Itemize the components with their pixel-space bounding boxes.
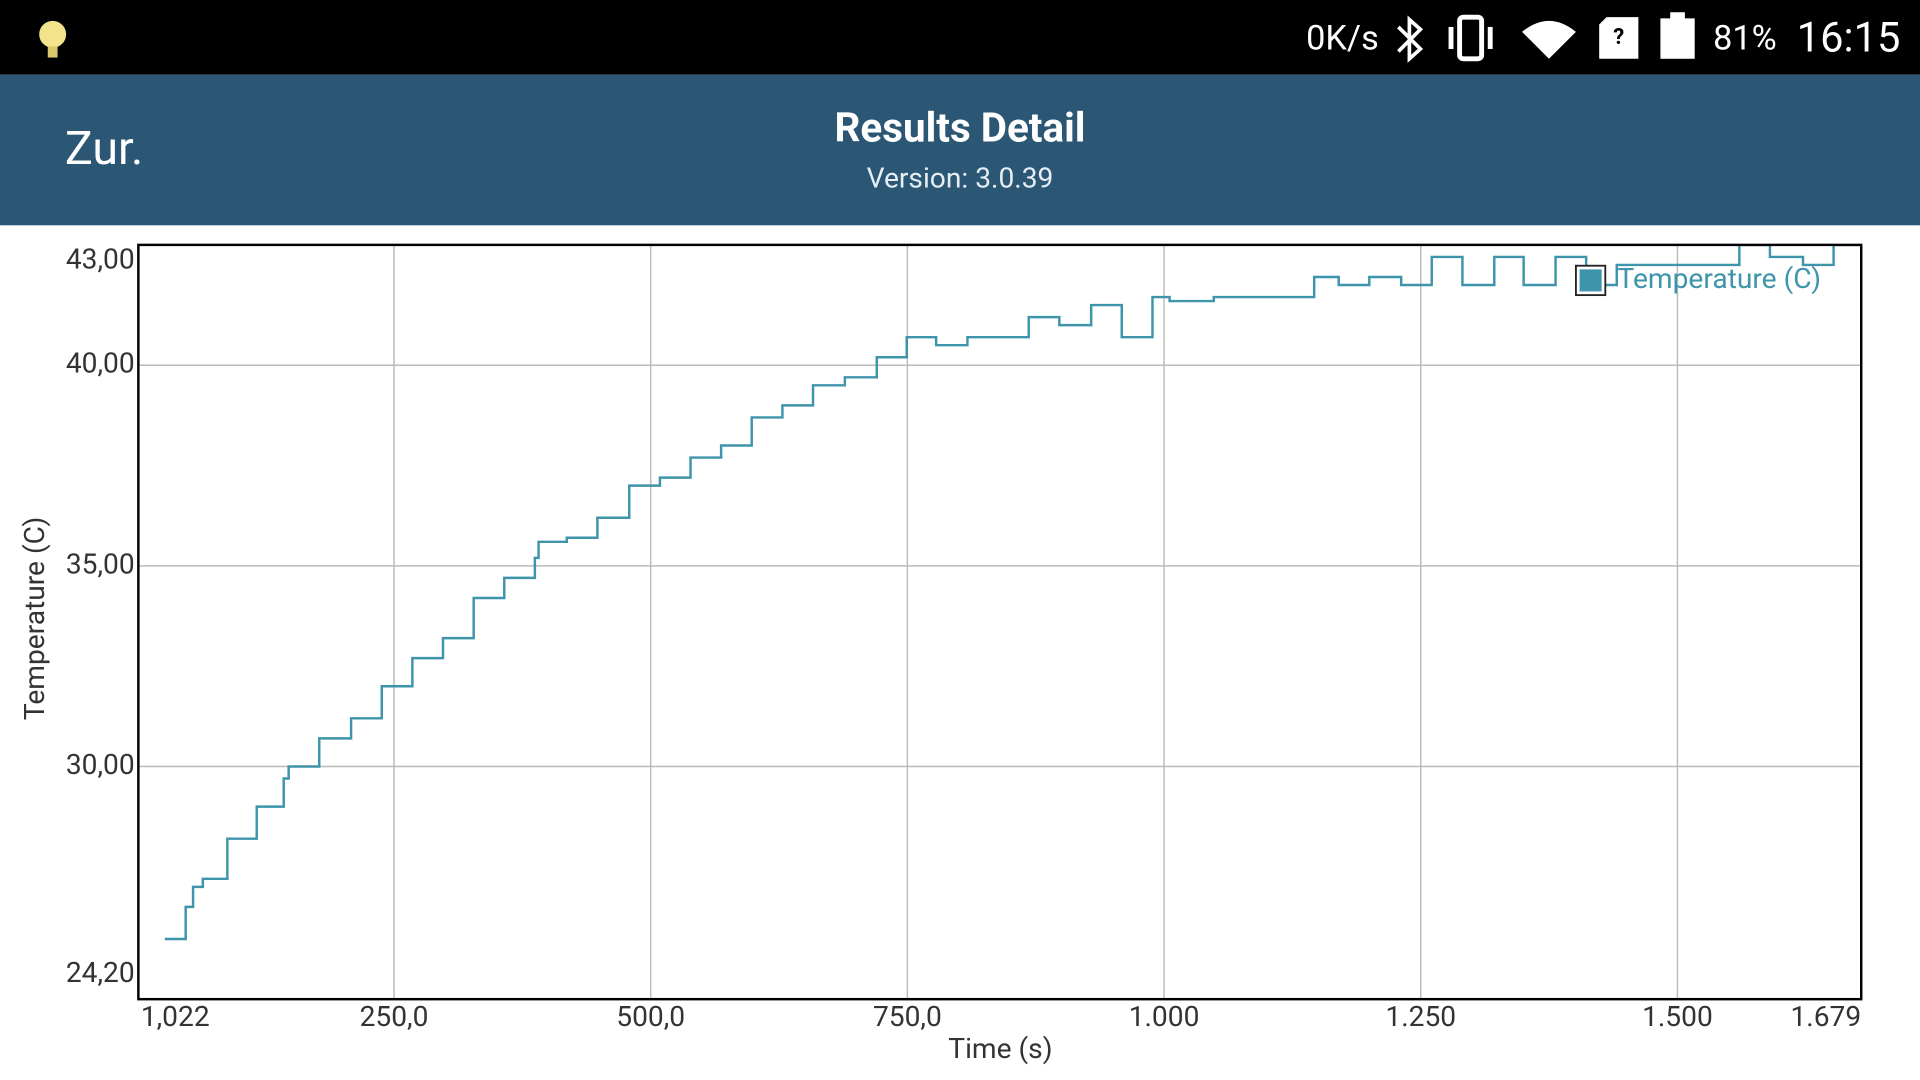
back-button[interactable]: Zur. bbox=[65, 122, 143, 176]
x-tick-label: 1.000 bbox=[1129, 1000, 1200, 1033]
y-tick-label: 40,00 bbox=[66, 347, 135, 380]
header-subtitle: Version: 3.0.39 bbox=[867, 161, 1054, 194]
y-tick-label: 43,00 bbox=[66, 242, 135, 275]
x-tick-label: 750,0 bbox=[873, 1000, 942, 1033]
y-tick-label: 30,00 bbox=[66, 748, 135, 781]
svg-text:?: ? bbox=[1613, 25, 1624, 50]
x-tick-label: 1.250 bbox=[1385, 1000, 1456, 1033]
legend: Temperature (C) bbox=[1575, 262, 1821, 297]
battery-icon bbox=[1660, 12, 1695, 59]
clock: 16:15 bbox=[1797, 13, 1901, 62]
legend-label: Temperature (C) bbox=[1618, 262, 1821, 295]
x-axis-label: Time (s) bbox=[948, 1032, 1052, 1065]
x-tick-label: 1.679 bbox=[1790, 1000, 1861, 1033]
x-tick-label: 1.500 bbox=[1642, 1000, 1713, 1033]
wifi-icon bbox=[1522, 20, 1576, 59]
battery-level: 81% bbox=[1713, 18, 1777, 58]
y-tick-label: 24,20 bbox=[66, 956, 135, 989]
plot-frame bbox=[137, 243, 1863, 1001]
sim-icon: ? bbox=[1599, 17, 1639, 59]
app-header bbox=[0, 74, 1920, 226]
header-title: Results Detail bbox=[835, 105, 1086, 152]
grid bbox=[137, 244, 1862, 1000]
net-speed: 0K/s bbox=[1306, 18, 1379, 58]
bluetooth-icon bbox=[1397, 15, 1424, 63]
y-axis-label: Temperature (C) bbox=[18, 517, 51, 720]
x-tick-label: 1,022 bbox=[141, 1000, 210, 1033]
vibrate-icon bbox=[1448, 14, 1493, 62]
data-line bbox=[164, 244, 1862, 941]
plot-area bbox=[164, 244, 1862, 941]
legend-swatch bbox=[1579, 269, 1602, 292]
y-tick-label: 35,00 bbox=[66, 547, 135, 580]
x-tick-label: 500,0 bbox=[616, 1000, 685, 1033]
bulb-icon bbox=[39, 20, 67, 58]
x-tick-label: 250,0 bbox=[360, 1000, 429, 1033]
